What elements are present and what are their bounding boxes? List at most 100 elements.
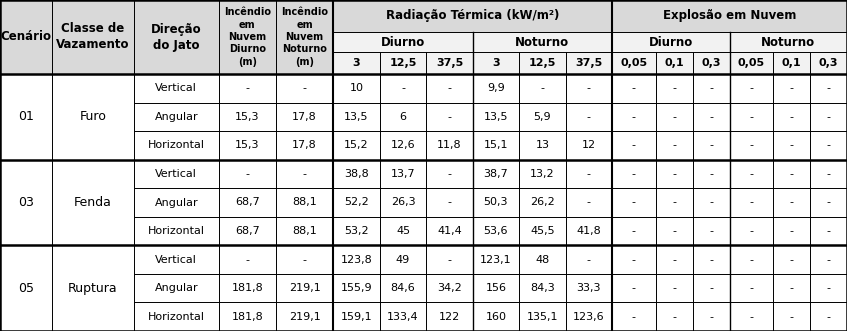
Bar: [426, 160, 473, 188]
Bar: [773, 74, 810, 103]
Text: -: -: [750, 112, 753, 122]
Bar: [0, 160, 52, 245]
Bar: [276, 303, 334, 331]
Text: Ruptura: Ruptura: [68, 282, 118, 295]
Bar: [276, 274, 334, 303]
Bar: [0, 245, 52, 331]
Bar: [379, 217, 426, 245]
Bar: [276, 217, 334, 245]
Text: -: -: [673, 83, 676, 93]
Bar: [810, 160, 847, 188]
Bar: [612, 188, 656, 217]
Bar: [334, 131, 379, 160]
Bar: [52, 74, 134, 160]
Text: -: -: [789, 226, 794, 236]
Text: 5,9: 5,9: [534, 112, 551, 122]
Bar: [693, 245, 729, 274]
Bar: [612, 131, 656, 160]
Text: 123,1: 123,1: [480, 255, 512, 264]
Bar: [379, 217, 426, 245]
Bar: [656, 52, 693, 74]
Bar: [566, 188, 612, 217]
Bar: [729, 188, 773, 217]
Text: 11,8: 11,8: [437, 140, 462, 150]
Bar: [219, 217, 276, 245]
Text: Angular: Angular: [154, 112, 198, 122]
Bar: [334, 74, 379, 103]
Bar: [426, 188, 473, 217]
Bar: [276, 217, 334, 245]
Text: -: -: [709, 169, 713, 179]
Bar: [473, 103, 519, 131]
Bar: [52, 160, 134, 245]
Text: -: -: [827, 112, 831, 122]
Text: 33,3: 33,3: [577, 283, 601, 293]
Bar: [426, 160, 473, 188]
Bar: [334, 303, 379, 331]
Bar: [519, 160, 566, 188]
Bar: [612, 0, 847, 32]
Bar: [379, 160, 426, 188]
Text: 52,2: 52,2: [344, 198, 369, 208]
Bar: [334, 103, 379, 131]
Bar: [693, 74, 729, 103]
Text: -: -: [587, 198, 591, 208]
Bar: [519, 188, 566, 217]
Bar: [612, 0, 847, 32]
Text: -: -: [632, 226, 636, 236]
Bar: [276, 160, 334, 188]
Bar: [729, 52, 773, 74]
Bar: [426, 74, 473, 103]
Text: 0,1: 0,1: [664, 58, 684, 68]
Bar: [810, 52, 847, 74]
Text: Incêndio
em
Nuvem
Noturno
(m): Incêndio em Nuvem Noturno (m): [281, 7, 328, 67]
Text: -: -: [709, 198, 713, 208]
Bar: [566, 274, 612, 303]
Text: -: -: [750, 226, 753, 236]
Text: -: -: [750, 283, 753, 293]
Bar: [656, 303, 693, 331]
Text: -: -: [302, 169, 307, 179]
Bar: [276, 131, 334, 160]
Bar: [810, 188, 847, 217]
Text: -: -: [750, 255, 753, 264]
Text: 13,2: 13,2: [530, 169, 555, 179]
Text: 123,6: 123,6: [573, 312, 605, 322]
Bar: [656, 303, 693, 331]
Bar: [426, 52, 473, 74]
Bar: [219, 274, 276, 303]
Bar: [566, 52, 612, 74]
Bar: [566, 245, 612, 274]
Text: -: -: [789, 83, 794, 93]
Text: -: -: [827, 226, 831, 236]
Bar: [693, 188, 729, 217]
Text: -: -: [401, 83, 405, 93]
Bar: [426, 245, 473, 274]
Bar: [134, 160, 219, 188]
Text: 53,6: 53,6: [484, 226, 508, 236]
Bar: [334, 131, 379, 160]
Bar: [473, 217, 519, 245]
Text: -: -: [750, 83, 753, 93]
Bar: [219, 303, 276, 331]
Bar: [612, 303, 656, 331]
Bar: [134, 217, 219, 245]
Bar: [810, 303, 847, 331]
Text: -: -: [632, 198, 636, 208]
Bar: [566, 103, 612, 131]
Bar: [773, 245, 810, 274]
Text: Explosão em Nuvem: Explosão em Nuvem: [663, 10, 796, 23]
Bar: [612, 103, 656, 131]
Text: -: -: [632, 83, 636, 93]
Bar: [134, 188, 219, 217]
Bar: [566, 52, 612, 74]
Text: 88,1: 88,1: [292, 226, 317, 236]
Bar: [612, 303, 656, 331]
Bar: [276, 245, 334, 274]
Bar: [566, 74, 612, 103]
Bar: [134, 217, 219, 245]
Bar: [519, 103, 566, 131]
Bar: [729, 217, 773, 245]
Bar: [729, 131, 773, 160]
Bar: [334, 74, 379, 103]
